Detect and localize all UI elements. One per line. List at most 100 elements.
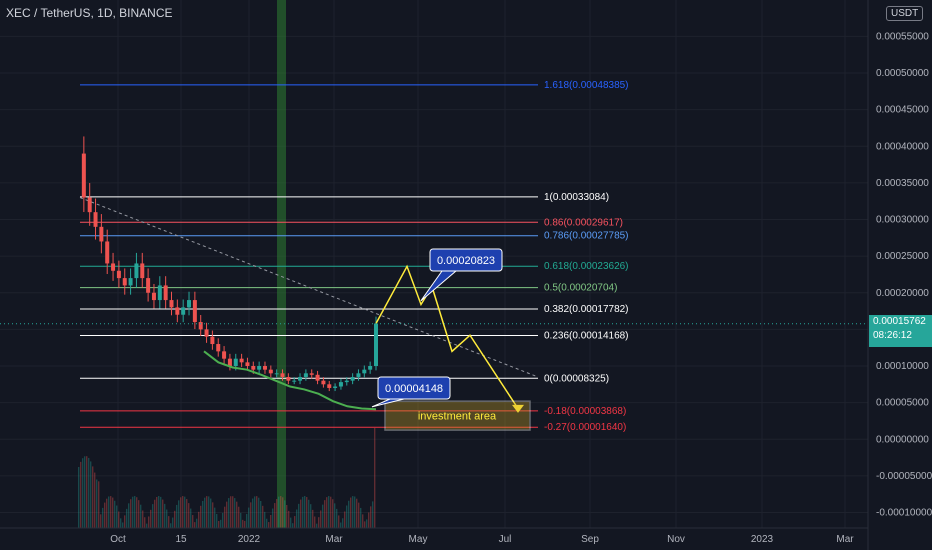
volume-bar xyxy=(330,496,332,528)
volume-bar xyxy=(372,501,374,528)
volume-bar xyxy=(352,496,354,528)
volume-bar xyxy=(316,523,318,528)
volume-bar xyxy=(132,496,134,528)
x-tick-label: Jul xyxy=(499,534,512,545)
moving-average-line xyxy=(203,350,377,411)
fib-level-label: 0.618(0.00023626) xyxy=(544,261,629,272)
candle-body xyxy=(198,322,203,330)
volume-bar xyxy=(320,510,322,528)
y-tick-label: -0.00005000 xyxy=(876,471,932,482)
candle-body xyxy=(87,197,92,213)
volume-bar xyxy=(292,523,294,528)
candle-body xyxy=(257,366,262,370)
volume-bar xyxy=(106,498,108,528)
currency-button[interactable]: USDT xyxy=(886,6,924,21)
volume-bar xyxy=(176,504,178,528)
fib-level-label: 0.86(0.00029617) xyxy=(544,217,623,228)
y-tick-label: 0.00030000 xyxy=(876,215,929,226)
volume-bar xyxy=(254,496,256,528)
volume-bar xyxy=(218,520,220,528)
volume-bar xyxy=(304,496,306,528)
volume-bar xyxy=(224,506,226,528)
bar-countdown: 08:26:12 xyxy=(873,330,912,341)
candle-body xyxy=(222,351,227,359)
candle-body xyxy=(374,323,378,366)
volume-bar xyxy=(192,515,194,528)
volume-bar xyxy=(344,511,346,528)
volume-bar xyxy=(290,517,292,528)
candle-body xyxy=(262,366,267,370)
volume-bar xyxy=(310,504,312,528)
volume-bar xyxy=(122,522,124,528)
volume-bar xyxy=(260,500,262,528)
candle-body xyxy=(350,376,355,381)
volume-bar xyxy=(118,511,120,528)
volume-bar xyxy=(180,497,182,528)
volume-bar xyxy=(232,496,234,528)
fib-level-label: 0.382(0.00017782) xyxy=(544,304,629,315)
volume-bar xyxy=(90,461,92,528)
volume-bar xyxy=(202,500,204,528)
volume-bar xyxy=(256,496,258,528)
volume-bar xyxy=(186,499,188,528)
volume-bar xyxy=(130,499,132,528)
candle-body xyxy=(268,369,273,374)
y-tick-label: 0.00045000 xyxy=(876,105,929,116)
volume-bar xyxy=(264,511,266,528)
volume-bar xyxy=(142,510,144,528)
current-price-badge: 0.00015762 08:26:12 xyxy=(869,315,932,347)
x-tick-label: May xyxy=(409,534,428,545)
callout-value: 0.00020823 xyxy=(437,255,495,267)
volume-bar xyxy=(358,502,360,528)
candle-body xyxy=(105,241,110,264)
volume-bar xyxy=(82,458,84,528)
volume-bar xyxy=(162,499,164,528)
volume-bar xyxy=(214,507,216,528)
candle-body xyxy=(356,373,361,377)
volume-bar xyxy=(362,514,364,528)
candle-body xyxy=(309,373,314,375)
volume-bar xyxy=(150,509,152,528)
candle-body xyxy=(204,329,209,337)
volume-bar xyxy=(230,496,232,528)
volume-bar xyxy=(286,504,288,528)
volume-bar xyxy=(288,510,290,528)
volume-bar xyxy=(98,481,100,528)
symbol-title[interactable]: XEC / TetherUS, 1D, BINANCE xyxy=(6,6,173,20)
volume-bar xyxy=(234,498,236,528)
fib-level-label: 1(0.00033084) xyxy=(544,192,609,203)
volume-bar xyxy=(110,496,112,528)
volume-bar xyxy=(166,509,168,528)
volume-bar xyxy=(268,522,270,528)
volume-bar xyxy=(112,497,114,528)
candle-body xyxy=(303,373,308,377)
candle-body xyxy=(116,270,121,279)
candle-body xyxy=(134,263,139,279)
volume-bar xyxy=(246,513,248,528)
fib-level-label: 0.236(0.00014168) xyxy=(544,330,629,341)
volume-bar xyxy=(296,509,298,528)
volume-bar xyxy=(294,516,296,528)
volume-bar xyxy=(170,523,172,528)
volume-bar xyxy=(154,499,156,528)
candle-body xyxy=(292,380,297,382)
volume-bar xyxy=(302,496,304,528)
volume-bar xyxy=(336,508,338,528)
y-tick-label: 0.00055000 xyxy=(876,31,929,42)
y-tick-label: 0.00005000 xyxy=(876,398,929,409)
volume-bar xyxy=(152,504,154,528)
x-tick-label: 2023 xyxy=(751,534,774,545)
fib-level-label: -0.18(0.00003868) xyxy=(544,406,626,417)
candle-body xyxy=(333,386,338,388)
x-tick-label: Oct xyxy=(110,534,126,545)
volume-bar xyxy=(266,518,268,528)
fib-level-label: 0(0.00008325) xyxy=(544,373,609,384)
volume-bar xyxy=(164,503,166,528)
callout-pointer xyxy=(420,270,457,302)
volume-bar xyxy=(248,507,250,528)
volume-bar xyxy=(338,515,340,528)
volume-bar xyxy=(346,505,348,528)
volume-bar xyxy=(190,508,192,528)
volume-bar xyxy=(284,500,286,528)
